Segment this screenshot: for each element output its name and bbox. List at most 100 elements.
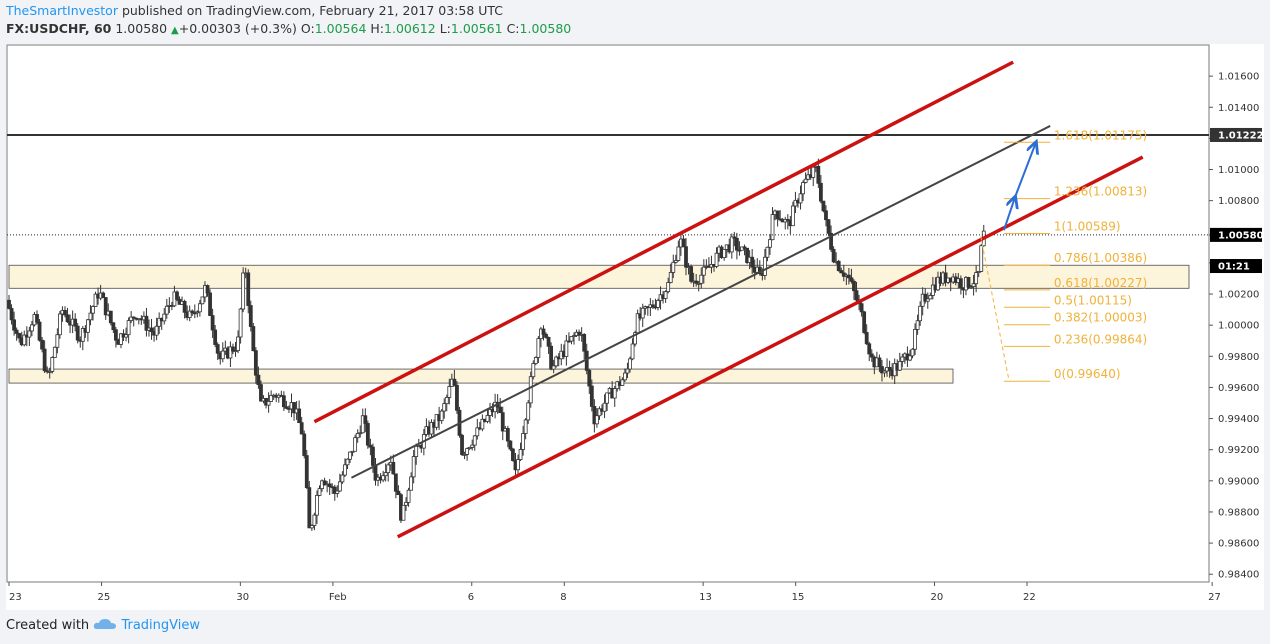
candle-body xyxy=(108,310,113,324)
author-link[interactable]: TheSmartInvestor xyxy=(6,3,118,18)
candle-body xyxy=(628,358,632,370)
y-tick-label: 1.00000 xyxy=(1218,321,1259,332)
price-label-box xyxy=(1210,127,1262,142)
candle-body xyxy=(35,314,39,323)
candle-body xyxy=(315,495,319,516)
candle-body xyxy=(190,310,195,314)
candle-body xyxy=(246,272,251,306)
candle-body xyxy=(831,248,836,263)
candle-body xyxy=(900,356,905,362)
candle-body xyxy=(671,261,676,273)
candle-body xyxy=(75,325,80,341)
fib-level-label: 0.382(1.00003) xyxy=(1054,311,1147,325)
candle-body xyxy=(668,272,673,283)
candle-body xyxy=(404,501,408,506)
candle-body xyxy=(393,473,398,492)
y-tick-label: 0.99200 xyxy=(1218,445,1259,456)
candle-body xyxy=(849,277,854,282)
candle-body xyxy=(974,272,979,285)
low-label: L: xyxy=(439,21,451,36)
candle-body xyxy=(101,292,106,298)
candle-body xyxy=(663,291,668,299)
x-tick-label: 6 xyxy=(468,592,474,603)
candle-body xyxy=(17,333,22,339)
plot-frame xyxy=(6,44,1210,583)
candle-body xyxy=(65,314,70,323)
candle-body xyxy=(824,210,828,221)
candle-body xyxy=(910,348,915,357)
x-tick-label: 15 xyxy=(792,592,805,603)
candle-body xyxy=(343,464,347,476)
candle-body xyxy=(281,395,286,408)
candle-body xyxy=(363,415,368,424)
candle-body xyxy=(42,348,47,372)
x-tick-label: 27 xyxy=(1208,592,1221,603)
candle-body xyxy=(689,266,693,282)
tradingview-brand[interactable]: TradingView xyxy=(121,618,200,633)
candle-body xyxy=(396,490,401,496)
high-value: 1.00612 xyxy=(384,21,436,36)
candle-body xyxy=(745,247,749,263)
candle-body xyxy=(197,303,202,313)
candle-body xyxy=(309,525,314,529)
candle-body xyxy=(248,305,253,327)
candle-body xyxy=(887,366,892,371)
candle-body xyxy=(829,232,833,250)
candle-body xyxy=(818,182,823,202)
candle-body xyxy=(353,437,358,452)
fib-level-label: 1(1.00589) xyxy=(1054,219,1121,233)
candle-body xyxy=(488,409,492,416)
candle-body xyxy=(701,266,706,276)
candle-body xyxy=(220,350,225,360)
open-value: 1.00564 xyxy=(314,21,367,36)
price-chart[interactable]: 1.618(1.01175) 1.236(1.00813) 1(1.00589) 0.… xyxy=(6,44,1264,610)
candle-body xyxy=(826,219,831,234)
candle-body xyxy=(37,321,42,341)
chart-area[interactable]: 1.618(1.01175) 1.236(1.00813) 1(1.00589) 0.… xyxy=(6,44,1264,610)
x-tick-label: 8 xyxy=(560,592,566,603)
candle-body xyxy=(360,415,365,434)
candle-body xyxy=(602,402,607,412)
candle-body xyxy=(684,246,688,268)
candle-body xyxy=(798,193,803,204)
candle-body xyxy=(676,246,681,261)
candle-body xyxy=(681,238,686,248)
open-label: O: xyxy=(300,21,315,36)
candle-body xyxy=(722,249,727,258)
candle-body xyxy=(620,379,625,386)
candle-body xyxy=(546,336,551,347)
candle-body xyxy=(475,427,480,437)
candle-body xyxy=(251,326,256,352)
candle-body xyxy=(729,236,734,253)
candle-body xyxy=(259,384,263,402)
candle-body xyxy=(485,415,490,422)
y-tick-label: 1.01000 xyxy=(1218,165,1259,176)
candle-body xyxy=(22,334,27,346)
candle-body xyxy=(625,368,630,374)
candle-body xyxy=(862,311,867,333)
candle-body xyxy=(790,205,795,227)
candle-body xyxy=(765,246,770,258)
candle-body xyxy=(327,483,332,488)
candle-body xyxy=(228,346,233,359)
y-tick-label: 0.98400 xyxy=(1218,570,1259,581)
y-tick-label: 0.99800 xyxy=(1218,352,1259,363)
candle-body xyxy=(233,350,238,352)
candle-body xyxy=(157,317,162,327)
candle-body xyxy=(656,300,660,308)
candle-body xyxy=(768,239,772,248)
x-tick-label: 22 xyxy=(1023,592,1036,603)
candle-body xyxy=(414,445,419,457)
candle-body xyxy=(867,343,872,355)
last-price: 1.00580 xyxy=(115,21,168,36)
candle-body xyxy=(511,448,515,461)
candle-body xyxy=(52,346,57,358)
candle-body xyxy=(549,345,554,370)
price-change: +0.00303 (+0.3%) xyxy=(178,21,297,36)
x-tick-label: 30 xyxy=(236,592,249,603)
candle-body xyxy=(391,461,396,475)
candle-body xyxy=(541,328,546,335)
candle-body xyxy=(630,343,635,360)
candle-body xyxy=(714,252,719,267)
candle-body xyxy=(742,246,747,249)
